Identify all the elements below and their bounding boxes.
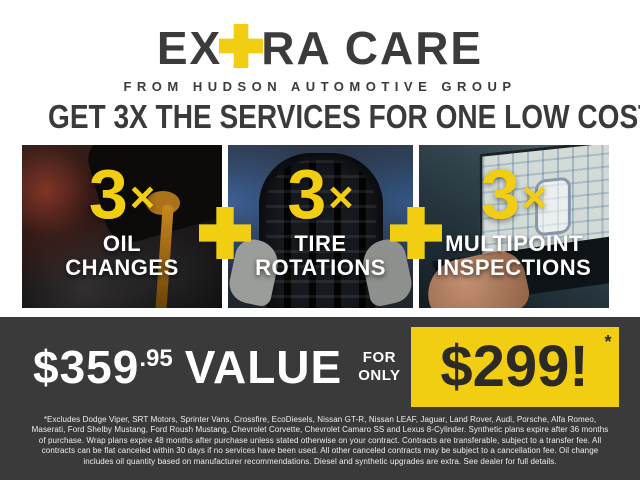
headline: GET 3X THE SERVICES FOR ONE LOW COST. [48,98,640,135]
price-row: $359.95 VALUE FOR ONLY $299! * [0,317,640,407]
plus-icon [199,207,251,259]
panel-label: MULTIPOINT INSPECTIONS [436,230,592,281]
tire-rotation-photo [228,145,413,308]
sale-price: $299! [440,334,589,399]
panel-oil-overlay: 3× OIL CHANGES [22,145,222,308]
logo-text-ra-care: RA CARE [261,21,484,74]
panel-label: TIRE ROTATIONS [255,230,386,281]
multiplier-3x: 3× [480,155,548,233]
value-word: VALUE [184,341,343,393]
value-cents: .95 [139,345,173,372]
multipoint-inspection-photo [419,145,609,308]
panel-multipoint-inspections: 3× MULTIPOINT INSPECTIONS [419,145,609,308]
extra-care-logo: EX RA CARE [0,24,640,71]
price-badge: $299! * [410,327,619,407]
value-price: $359.95 VALUE [33,341,343,393]
logo-tagline: FROM HUDSON AUTOMOTIVE GROUP [123,79,517,94]
header-section: EX RA CARE FROM HUDSON AUTOMOTIVE GROUP … [0,0,640,145]
panel-inspection-overlay: 3× MULTIPOINT INSPECTIONS [419,145,609,308]
price-asterisk: * [604,332,612,352]
tire-shape [258,153,383,308]
plus-icon [219,24,264,68]
price-band: $359.95 VALUE FOR ONLY $299! * *Excludes … [0,317,640,480]
logo-text-ex: EX [156,21,223,74]
multiplier-3x: 3× [88,155,156,233]
oil-pour-photo [22,145,222,308]
panel-tire-rotations: 3× TIRE ROTATIONS [228,145,413,308]
panel-label: OIL CHANGES [65,230,179,281]
plus-icon [390,207,442,259]
panel-oil-changes: 3× OIL CHANGES [22,145,222,308]
for-only-label: FOR ONLY [358,349,401,384]
multiplier-3x: 3× [287,155,354,233]
panel-tire-overlay: 3× TIRE ROTATIONS [228,145,413,308]
disclaimer-text: *Excludes Dodge Viper, SRT Motors, Sprin… [31,415,609,466]
